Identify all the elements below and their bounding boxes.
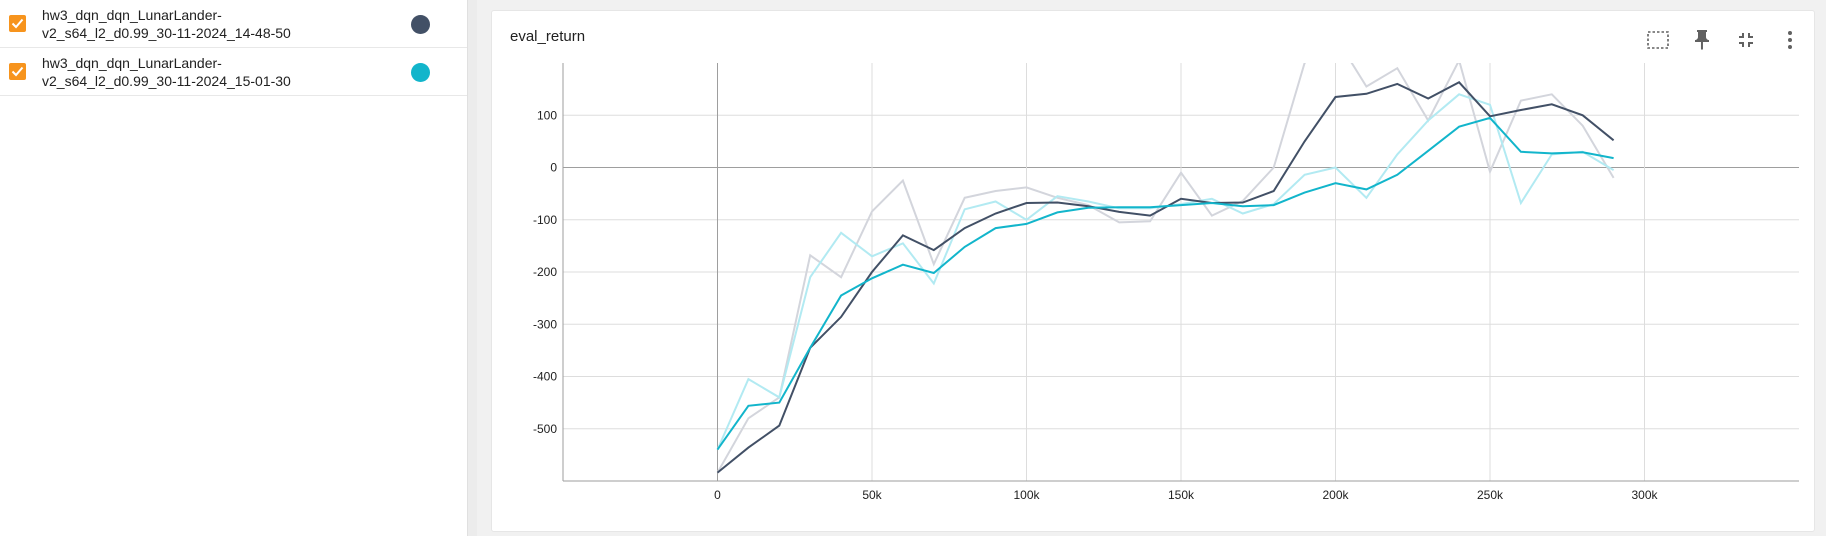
series-smoothed-line (716, 116, 1614, 451)
y-tick-label: 100 (537, 108, 557, 122)
chart-title: eval_return (510, 28, 586, 45)
x-tick-label: 250k (1477, 488, 1504, 502)
line-chart[interactable]: -500 -400 -300 -200 -100 0 100 0 50k 100k 150k 200k… (492, 11, 1814, 531)
collapse-button[interactable] (1731, 25, 1761, 55)
run-color-swatch[interactable] (411, 15, 430, 34)
y-tick-label: 0 (550, 161, 557, 175)
pin-icon (1695, 30, 1709, 50)
x-tick-label: 50k (862, 488, 882, 502)
fit-domain-icon (1647, 31, 1669, 49)
checkmark-icon (11, 18, 24, 29)
y-tick-label: -100 (533, 213, 557, 227)
more-vert-icon (1788, 31, 1792, 49)
chart-card: eval_return -500 -400 -300 -200 -100 0 100 0 50k… (491, 10, 1815, 532)
y-tick-label: -200 (533, 265, 557, 279)
fit-domain-button[interactable] (1643, 25, 1673, 55)
run-label: hw3_dqn_dqn_LunarLander- v2_s64_l2_d0.99… (42, 7, 291, 41)
x-tick-label: 100k (1013, 488, 1040, 502)
run-color-swatch[interactable] (411, 63, 430, 82)
runs-panel: hw3_dqn_dqn_LunarLander- v2_s64_l2_d0.99… (0, 0, 468, 536)
run-label: hw3_dqn_dqn_LunarLander- v2_s64_l2_d0.99… (42, 55, 291, 89)
run-row[interactable]: hw3_dqn_dqn_LunarLander- v2_s64_l2_d0.99… (0, 48, 467, 96)
run-checkbox[interactable] (9, 15, 26, 32)
panel-divider[interactable] (468, 0, 477, 536)
pin-button[interactable] (1687, 25, 1717, 55)
x-tick-label: 150k (1168, 488, 1195, 502)
y-tick-label: -500 (533, 422, 557, 436)
series-smoothed-line (716, 81, 1615, 474)
y-tick-label: -400 (533, 370, 557, 384)
series-raw-line (716, 63, 1615, 474)
run-checkbox[interactable] (9, 63, 26, 80)
more-options-button[interactable] (1775, 25, 1805, 55)
x-tick-label: 0 (714, 488, 721, 502)
collapse-icon (1739, 33, 1753, 47)
y-tick-label: -300 (533, 317, 557, 331)
x-tick-label: 300k (1631, 488, 1658, 502)
run-row[interactable]: hw3_dqn_dqn_LunarLander- v2_s64_l2_d0.99… (0, 0, 467, 48)
x-tick-label: 200k (1322, 488, 1349, 502)
checkmark-icon (11, 66, 24, 77)
